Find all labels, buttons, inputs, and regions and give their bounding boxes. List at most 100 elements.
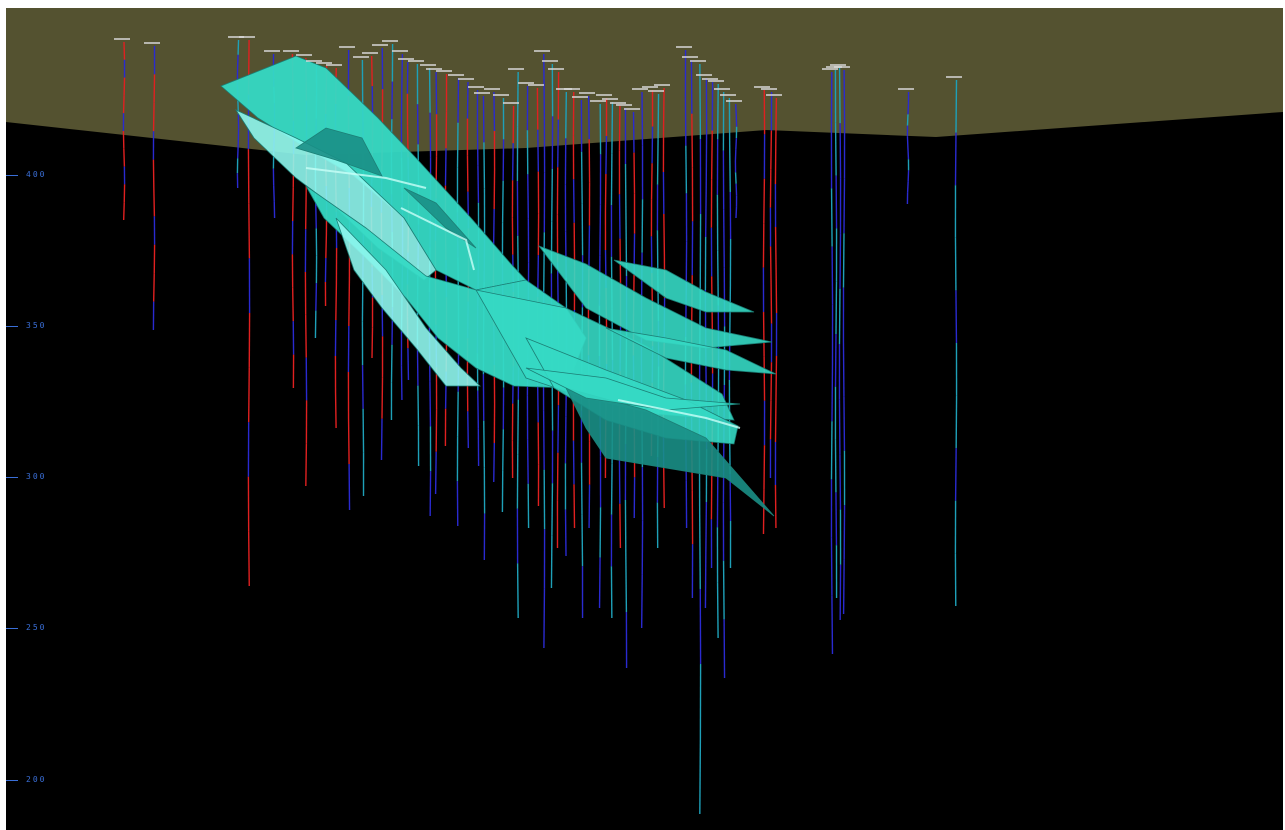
orebody-wireframe bbox=[220, 55, 777, 517]
elevation-label-350: 350 bbox=[26, 321, 47, 330]
drillhole-collar-label bbox=[766, 94, 782, 96]
drillhole-trace bbox=[842, 69, 846, 615]
drillhole-group bbox=[122, 39, 958, 815]
drillhole-collar-label bbox=[572, 96, 588, 98]
drillhole-collar-label bbox=[822, 68, 838, 70]
drillhole-collar-label bbox=[579, 92, 595, 94]
orebody-facet bbox=[613, 259, 755, 313]
drillhole-trace bbox=[152, 45, 156, 331]
drillhole-collar-label bbox=[353, 56, 369, 58]
drillhole-collar-label bbox=[714, 88, 730, 90]
drillhole-trace bbox=[587, 95, 591, 529]
topography-surface bbox=[6, 8, 1283, 155]
drillhole-trace bbox=[734, 103, 738, 219]
drillhole-collar-label bbox=[316, 62, 332, 64]
drillhole-trace bbox=[774, 97, 778, 529]
drillhole-collar-label bbox=[339, 46, 355, 48]
drillhole-collar-label bbox=[610, 102, 626, 104]
drillhole-collar-label bbox=[726, 100, 742, 102]
drillhole-collar-label bbox=[708, 80, 724, 82]
drillhole-collar-label bbox=[458, 78, 474, 80]
drillhole-collar-label bbox=[534, 50, 550, 52]
orebody-facet bbox=[295, 127, 383, 177]
drillhole-collar-label bbox=[624, 108, 640, 110]
drillhole-collar-label bbox=[720, 94, 736, 96]
drillhole-collar-label bbox=[484, 88, 500, 90]
drillhole-collar-label bbox=[596, 94, 612, 96]
drillhole-collar-label bbox=[436, 70, 452, 72]
drillhole-trace bbox=[762, 89, 766, 535]
drillhole-collar-label bbox=[326, 64, 342, 66]
drillhole-collar-label bbox=[632, 88, 648, 90]
drillhole-collar-label bbox=[239, 36, 255, 38]
elevation-tick bbox=[6, 326, 18, 327]
drillhole-collar-label bbox=[503, 102, 519, 104]
drillhole-collar-label bbox=[448, 74, 464, 76]
drillhole-collar-label bbox=[696, 74, 712, 76]
drillhole-collar-label bbox=[761, 88, 777, 90]
drillhole-collar-label bbox=[426, 68, 442, 70]
drillhole-collar-label bbox=[264, 50, 280, 52]
orebody-highlight-edge bbox=[617, 399, 741, 429]
drillhole-collar-label bbox=[690, 60, 706, 62]
orebody-facet bbox=[403, 187, 477, 249]
elevation-label-250: 250 bbox=[26, 623, 47, 632]
drillhole-collar-label bbox=[542, 60, 558, 62]
drillhole-collar-label bbox=[144, 42, 160, 44]
drillhole-trace bbox=[954, 79, 958, 607]
drillhole-collar-label bbox=[702, 78, 718, 80]
drillhole-collar-label bbox=[946, 76, 962, 78]
drillhole-trace bbox=[906, 91, 910, 205]
drillhole-trace bbox=[710, 81, 714, 569]
3d-viewport[interactable]: 400 350 300 250 200 bbox=[6, 8, 1283, 830]
drillhole-collar-label bbox=[508, 68, 524, 70]
orebody-facet bbox=[335, 217, 482, 387]
drillhole-collar-label bbox=[474, 92, 490, 94]
drillhole-trace bbox=[769, 91, 773, 479]
drillhole-collar-label bbox=[830, 64, 846, 66]
drillhole-trace bbox=[247, 39, 251, 587]
drillhole-collar-label bbox=[114, 38, 130, 40]
elevation-tick bbox=[6, 628, 18, 629]
orebody-facet bbox=[565, 387, 775, 517]
drillhole-trace bbox=[830, 71, 834, 655]
drillhole-trace bbox=[572, 91, 576, 529]
drillhole-trace bbox=[834, 69, 838, 599]
drillhole-collar-label bbox=[602, 98, 618, 100]
elevation-label-200: 200 bbox=[26, 775, 47, 784]
orebody-facet bbox=[605, 327, 777, 375]
orebody-facet bbox=[537, 245, 773, 349]
drillhole-trace bbox=[838, 67, 842, 621]
drillhole-collar-label bbox=[518, 82, 534, 84]
elevation-label-400: 400 bbox=[26, 170, 47, 179]
drillhole-collar-label bbox=[654, 84, 670, 86]
drillhole-collar-label bbox=[420, 64, 436, 66]
elevation-tick bbox=[6, 780, 18, 781]
drillhole-collar-label bbox=[642, 86, 658, 88]
drillhole-collar-label bbox=[362, 52, 378, 54]
drillhole-collar-label bbox=[296, 54, 312, 56]
orebody-highlight-edge bbox=[305, 167, 427, 189]
orebody-facet bbox=[475, 289, 735, 421]
drillhole-collar-label bbox=[590, 100, 606, 102]
drillhole-collar-label bbox=[493, 94, 509, 96]
drillhole-collar-label bbox=[398, 58, 414, 60]
drillhole-collar-label bbox=[898, 88, 914, 90]
drillhole-collar-label bbox=[468, 86, 484, 88]
drillhole-collar-label bbox=[306, 60, 322, 62]
drillhole-trace bbox=[722, 91, 726, 679]
drillhole-collar-label bbox=[283, 50, 299, 52]
orebody-facet bbox=[525, 367, 741, 411]
geology-scene[interactable] bbox=[6, 8, 1283, 830]
drillhole-collar-label bbox=[834, 66, 850, 68]
drillhole-trace bbox=[542, 53, 546, 649]
drillhole-collar-label bbox=[392, 50, 408, 52]
drillhole-collar-label bbox=[754, 86, 770, 88]
orebody-highlight-edge bbox=[400, 207, 475, 271]
drillhole-collar-label bbox=[528, 84, 544, 86]
drillhole-collar-label bbox=[616, 104, 632, 106]
elevation-tick bbox=[6, 175, 18, 176]
drillhole-collar-label bbox=[382, 40, 398, 42]
elevation-tick bbox=[6, 477, 18, 478]
drillhole-collar-label bbox=[408, 60, 424, 62]
